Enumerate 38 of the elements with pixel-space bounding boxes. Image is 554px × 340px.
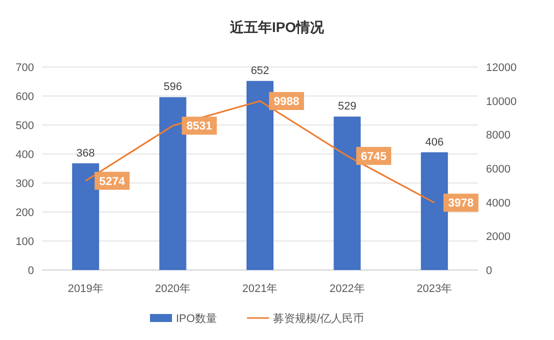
y2-tick-label: 2000 — [486, 231, 510, 244]
y2-tick-label: 0 — [486, 265, 492, 277]
data-label: 652 — [250, 64, 270, 77]
chart-title: 近五年IPO情况 — [228, 19, 326, 35]
legend-label: 募资规模/亿人民币 — [272, 312, 364, 325]
legend-label: IPO数量 — [176, 313, 217, 325]
data-label: 8531 — [186, 120, 213, 133]
data-label: 9988 — [274, 96, 300, 108]
x-tick-label: 2023年 — [416, 283, 452, 295]
x-tick-label: 2022年 — [329, 283, 365, 295]
y-tick-label: 200 — [16, 207, 34, 219]
y-tick-label: 600 — [16, 91, 34, 103]
bar — [159, 97, 186, 270]
y-tick-label: 400 — [16, 149, 34, 161]
bar — [420, 152, 448, 270]
y-tick-label: 0 — [28, 265, 34, 277]
data-label: 368 — [76, 147, 95, 160]
y2-tick-label: 4000 — [486, 197, 510, 210]
y2-tick-label: 10000 — [486, 96, 517, 108]
data-label: 406 — [425, 136, 444, 148]
y2-tick-label: 8000 — [486, 130, 510, 142]
x-tick-label: 2021年 — [242, 283, 278, 295]
data-label: 529 — [338, 100, 356, 113]
y-tick-label: 700 — [16, 62, 34, 74]
data-label: 596 — [164, 81, 182, 94]
y2-tick-label: 6000 — [486, 164, 510, 176]
bar — [334, 116, 361, 270]
y-tick-label: 100 — [16, 236, 34, 248]
y-tick-label: 500 — [16, 120, 34, 132]
y-tick-label: 300 — [16, 178, 34, 190]
data-label: 6745 — [360, 150, 388, 163]
bar — [72, 163, 100, 270]
x-tick-label: 2019年 — [68, 283, 104, 295]
data-label: 5274 — [99, 176, 126, 188]
x-tick-label: 2020年 — [155, 283, 191, 295]
y2-tick-label: 12000 — [486, 62, 517, 74]
data-label: 3978 — [448, 198, 474, 210]
bar — [246, 80, 274, 270]
